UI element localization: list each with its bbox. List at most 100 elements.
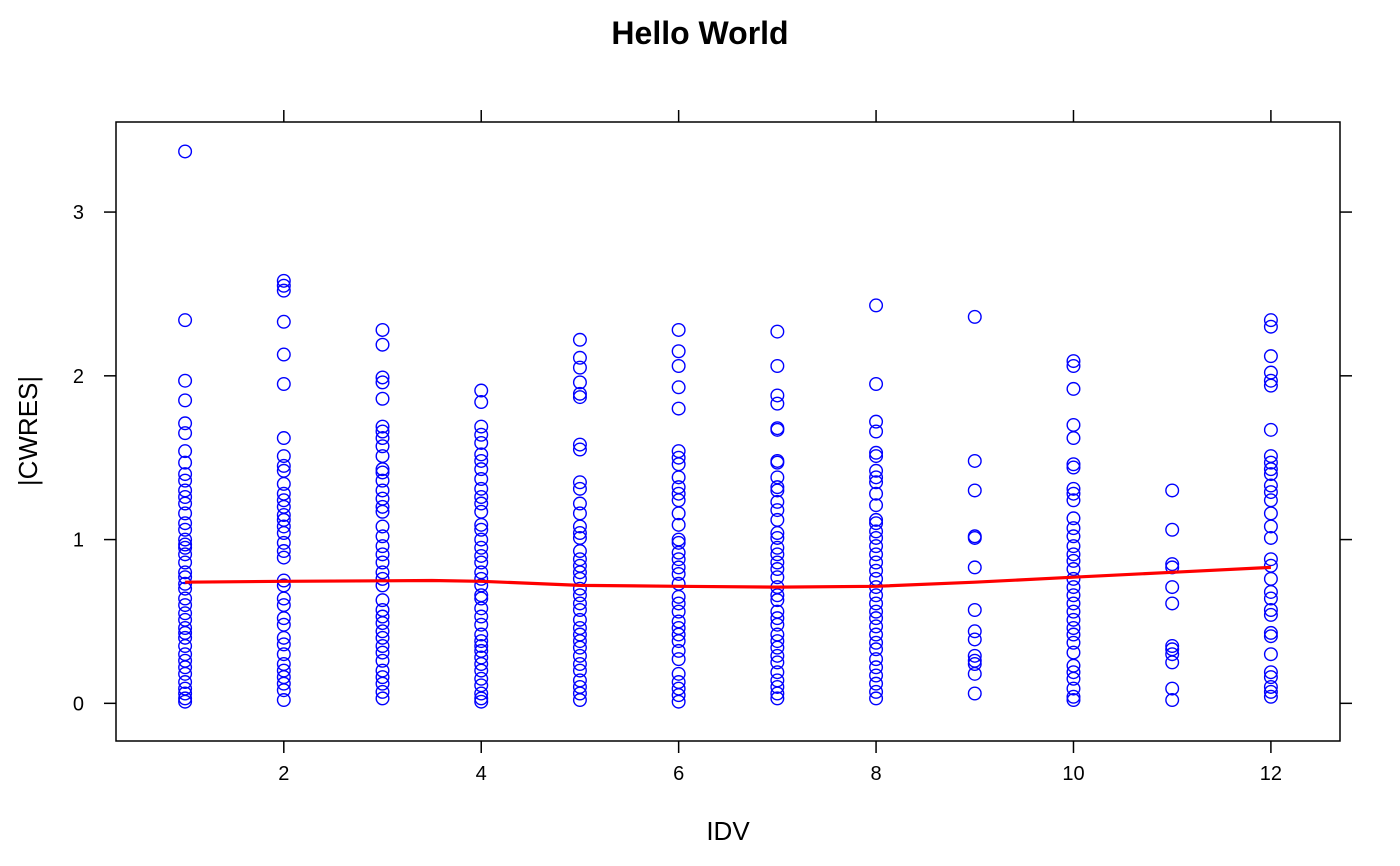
data-point — [375, 691, 390, 706]
data-point — [671, 380, 686, 395]
x-axis-ticks: 2 4 6 8 10 12 — [278, 110, 1282, 785]
data-point — [770, 422, 785, 437]
data-point — [869, 424, 884, 439]
data-point — [671, 576, 686, 591]
data-point — [1263, 485, 1278, 500]
data-point — [671, 560, 686, 575]
data-point — [1066, 621, 1081, 636]
data-point — [178, 416, 193, 431]
data-point — [474, 617, 489, 632]
data-point — [276, 458, 291, 473]
data-point — [869, 668, 884, 683]
data-point — [1066, 431, 1081, 446]
data-point — [869, 547, 884, 562]
data-point — [178, 455, 193, 470]
data-point — [375, 391, 390, 406]
data-point — [572, 581, 587, 596]
data-point — [178, 606, 193, 621]
data-point — [474, 663, 489, 678]
data-point — [178, 576, 193, 591]
data-point — [572, 481, 587, 496]
data-point — [178, 426, 193, 441]
data-point — [770, 324, 785, 339]
data-point — [474, 591, 489, 606]
data-point — [869, 563, 884, 578]
data-point — [869, 635, 884, 650]
data-point — [671, 688, 686, 703]
data-point — [1263, 478, 1278, 493]
data-point — [869, 596, 884, 611]
data-point — [1263, 493, 1278, 508]
data-point — [1263, 349, 1278, 364]
data-point — [572, 565, 587, 580]
data-point — [1263, 422, 1278, 437]
data-point — [572, 442, 587, 457]
data-point — [1066, 460, 1081, 475]
data-point — [178, 686, 193, 701]
data-point — [967, 624, 982, 639]
data-point — [375, 645, 390, 660]
data-point — [572, 596, 587, 611]
data-point — [375, 370, 390, 385]
data-point — [1263, 519, 1278, 534]
data-point — [375, 539, 390, 554]
plot-frame — [115, 121, 1341, 742]
data-point — [474, 395, 489, 410]
data-point — [276, 431, 291, 446]
data-point — [276, 544, 291, 559]
x-tick-label: 8 — [871, 763, 882, 785]
data-point — [967, 686, 982, 701]
data-point — [572, 350, 587, 365]
data-point — [276, 493, 291, 508]
data-point — [375, 578, 390, 593]
data-point — [178, 547, 193, 562]
data-point — [375, 555, 390, 570]
data-point — [869, 604, 884, 619]
x-tick-label: 12 — [1260, 763, 1282, 785]
data-point — [178, 581, 193, 596]
data-point — [671, 344, 686, 359]
data-point — [276, 630, 291, 645]
data-point — [375, 431, 390, 446]
data-point — [1263, 625, 1278, 640]
data-point — [869, 486, 884, 501]
y-axis-label: |CWRES| — [13, 376, 43, 486]
data-point — [671, 596, 686, 611]
data-point — [967, 483, 982, 498]
data-point — [1066, 358, 1081, 373]
data-point — [1066, 612, 1081, 627]
data-point — [178, 691, 193, 706]
data-point — [1165, 681, 1180, 696]
data-point — [572, 375, 587, 390]
data-point — [572, 588, 587, 603]
data-point — [276, 683, 291, 698]
data-point — [770, 648, 785, 663]
data-point — [869, 660, 884, 675]
data-point — [474, 588, 489, 603]
data-point — [1263, 313, 1278, 328]
data-point — [572, 360, 587, 375]
data-point — [572, 506, 587, 521]
data-point — [1263, 647, 1278, 662]
data-point — [967, 560, 982, 575]
data-point — [276, 377, 291, 392]
data-point — [474, 522, 489, 537]
data-point — [671, 643, 686, 658]
data-point — [178, 144, 193, 159]
data-point — [474, 571, 489, 586]
y-axis-ticks: 0 1 2 3 — [73, 202, 1352, 715]
data-point — [276, 647, 291, 662]
data-point — [474, 548, 489, 563]
data-point — [375, 616, 390, 631]
data-point — [474, 555, 489, 570]
data-point — [572, 657, 587, 672]
data-point — [572, 634, 587, 649]
data-point — [375, 483, 390, 498]
data-point — [572, 496, 587, 511]
y-tick-label: 2 — [73, 366, 84, 388]
data-point — [1066, 665, 1081, 680]
data-point — [276, 347, 291, 362]
data-point — [1066, 457, 1081, 472]
data-point — [572, 332, 587, 347]
data-point — [276, 550, 291, 565]
